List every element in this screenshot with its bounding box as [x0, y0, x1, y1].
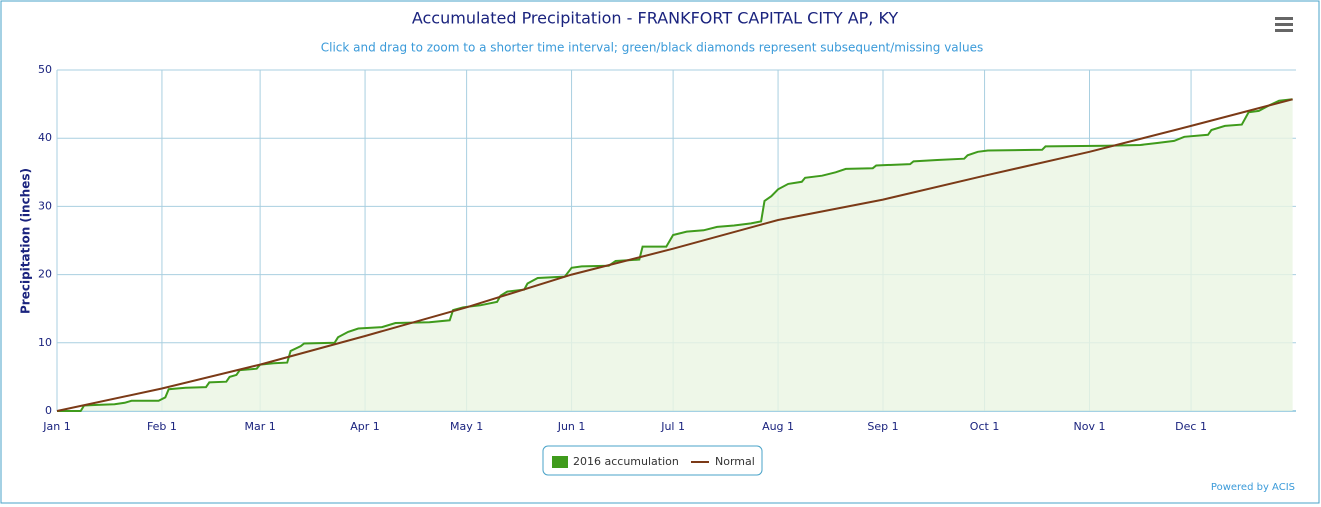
menu-bar [1275, 29, 1293, 32]
x-tick-label: Jul 1 [660, 420, 685, 433]
y-tick-label: 40 [38, 131, 52, 144]
y-tick-label: 20 [38, 268, 52, 281]
y-axis-title: Precipitation (inches) [19, 168, 33, 314]
chart-title: Accumulated Precipitation - FRANKFORT CA… [412, 9, 899, 28]
y-tick-label: 50 [38, 63, 52, 76]
chart-subtitle: Click and drag to zoom to a shorter time… [321, 41, 983, 55]
x-tick-label: Mar 1 [244, 420, 275, 433]
x-tick-label: Nov 1 [1074, 420, 1106, 433]
x-tick-label: Jun 1 [557, 420, 586, 433]
series-line [56, 98, 1293, 412]
series-area [57, 99, 1293, 412]
menu-bar [1275, 23, 1293, 26]
x-tick-label: Feb 1 [147, 420, 177, 433]
x-tick-label: Apr 1 [350, 420, 380, 433]
menu-bar [1275, 17, 1293, 20]
legend-label: Normal [715, 455, 755, 468]
x-tick-label: Jan 1 [42, 420, 70, 433]
menu-button[interactable] [1275, 17, 1293, 32]
legend: 2016 accumulation Normal [542, 445, 763, 476]
x-tick-label: Oct 1 [970, 420, 1000, 433]
y-tick-label: 10 [38, 336, 52, 349]
x-tick-label: Aug 1 [762, 420, 794, 433]
x-tick-label: Sep 1 [867, 420, 898, 433]
x-tick-label: May 1 [450, 420, 483, 433]
y-tick-label: 0 [45, 404, 52, 417]
legend-label: 2016 accumulation [573, 455, 679, 468]
credit: Powered by ACIS [1211, 482, 1295, 493]
legend-symbol [552, 456, 568, 468]
x-tick-label: Dec 1 [1175, 420, 1207, 433]
y-tick-label: 30 [38, 199, 52, 212]
legend-box [542, 445, 763, 476]
